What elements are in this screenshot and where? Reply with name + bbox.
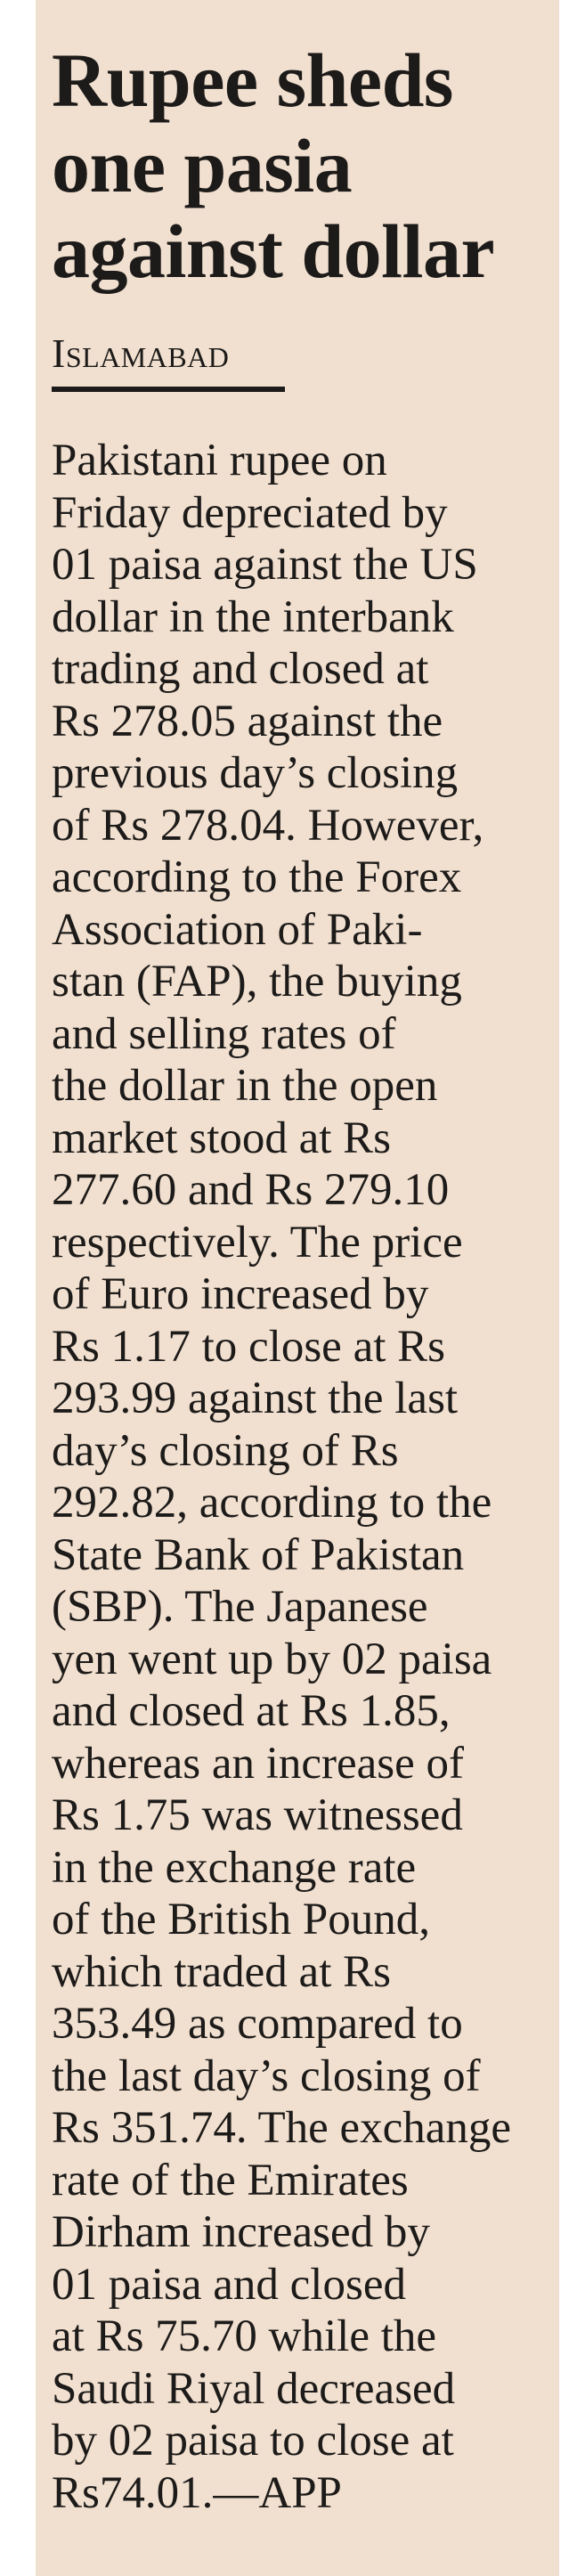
body-line: of the British Pound, xyxy=(52,1895,431,1944)
body-line: 01 paisa and closed xyxy=(52,2259,406,2310)
body-line: market stood at Rs xyxy=(52,1113,392,1163)
body-line: which traded at Rs xyxy=(52,1946,391,1997)
body-line: dollar in the interbank xyxy=(52,591,454,642)
body-line: (SBP). The Japanese xyxy=(52,1582,428,1632)
article-panel: Rupee sheds one pasia against dollar Isl… xyxy=(36,0,559,2576)
body-line: Rs 1.75 was witnessed xyxy=(52,1790,463,1840)
body-line: at Rs 75.70 while the xyxy=(52,2311,437,2361)
body-line: 292.82, according to the xyxy=(52,1478,492,1528)
body-line: Rs 351.74. The exchange xyxy=(52,2103,512,2153)
body-line: of Rs 278.04. However, xyxy=(52,800,484,851)
headline: Rupee sheds one pasia against dollar xyxy=(52,37,559,294)
dateline-underline xyxy=(52,387,285,392)
body-line: according to the Forex xyxy=(52,852,462,902)
body-line: the dollar in the open xyxy=(52,1061,438,1111)
dateline: Islamabad xyxy=(52,330,230,376)
body-line: Dirham increased by xyxy=(52,2207,430,2257)
body-line: the last day’s closing of xyxy=(52,2050,481,2101)
body-line: Pakistani rupee on xyxy=(52,436,387,485)
body-line: Friday depreciated by xyxy=(52,487,448,538)
body-line: and closed at Rs 1.85, xyxy=(52,1686,451,1736)
body-line: rate of the Emirates xyxy=(52,2155,409,2205)
body-line: day’s closing of Rs xyxy=(52,1425,399,1476)
headline-line: one pasia xyxy=(52,123,353,208)
body-line: by 02 paisa to close at xyxy=(52,2416,454,2466)
body-line: yen went up by 02 paisa xyxy=(52,1634,492,1684)
headline-line: Rupee sheds xyxy=(52,37,453,123)
body-line: in the exchange rate xyxy=(52,1842,417,1893)
body-line: stan (FAP), the buying xyxy=(52,957,462,1007)
body-line: Association of Paki- xyxy=(52,904,423,955)
body-line: State Bank of Pakistan xyxy=(52,1529,465,1580)
headline-line: against dollar xyxy=(52,208,495,294)
body-line: 277.60 and Rs 279.10 xyxy=(52,1165,450,1215)
body-line: whereas an increase of xyxy=(52,1738,464,1789)
body-line: trading and closed at xyxy=(52,644,429,694)
body-line: Saudi Riyal decreased xyxy=(52,2363,456,2414)
body-line: 01 paisa against the US xyxy=(52,540,478,590)
body-line: Rs 1.17 to close at Rs xyxy=(52,1321,445,1372)
body-line: and selling rates of xyxy=(52,1008,396,1059)
body-line: previous day’s closing xyxy=(52,748,459,798)
body-line: of Euro increased by xyxy=(52,1269,429,1319)
body-line: Rs74.01.—APP xyxy=(52,2467,342,2518)
article-body: Pakistani rupee on Friday depreciated by 0… xyxy=(52,435,557,2519)
body-line: Rs 278.05 against the xyxy=(52,696,443,746)
body-line: 293.99 against the last xyxy=(52,1374,459,1423)
body-line: respectively. The price xyxy=(52,1217,463,1268)
body-line: 353.49 as compared to xyxy=(52,1999,463,2049)
